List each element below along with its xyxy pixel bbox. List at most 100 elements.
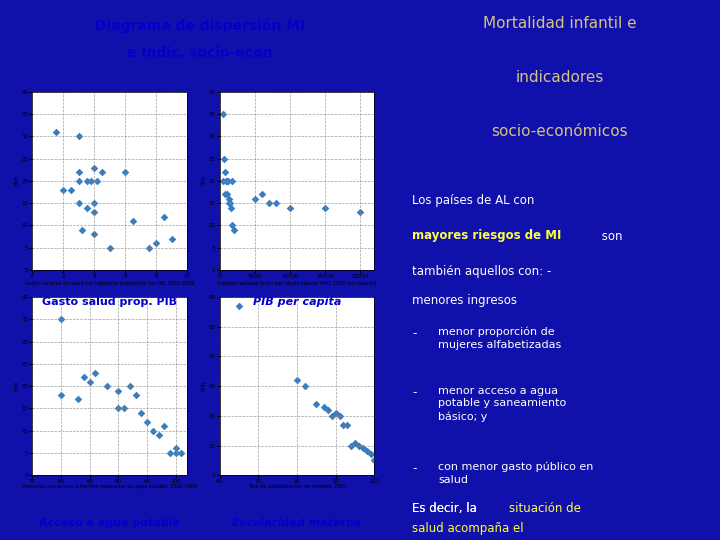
Point bbox=[58, 186, 69, 194]
Point bbox=[104, 244, 116, 252]
Text: Ingreso nacional bruto per cápita (ajuste PPA), 1995 (en dólares): Ingreso nacional bruto per cápita (ajust… bbox=[218, 281, 376, 286]
Point bbox=[249, 194, 261, 203]
Point bbox=[86, 177, 97, 185]
Text: Los países de AL con: Los países de AL con bbox=[413, 194, 535, 207]
Point bbox=[158, 212, 170, 221]
Point bbox=[365, 450, 377, 459]
Point bbox=[90, 368, 102, 377]
Point bbox=[220, 190, 231, 199]
Point bbox=[330, 408, 341, 417]
Text: menor proporción de
mujeres alfabetizadas: menor proporción de mujeres alfabetizada… bbox=[438, 327, 562, 349]
Point bbox=[349, 438, 361, 447]
Text: Diagrama de dispersión MI: Diagrama de dispersión MI bbox=[95, 19, 305, 33]
Text: mayores riesgos de MI: mayores riesgos de MI bbox=[413, 230, 562, 242]
Point bbox=[369, 456, 380, 464]
Text: Mortalidad infantil e: Mortalidad infantil e bbox=[483, 16, 636, 31]
Point bbox=[223, 199, 235, 207]
Point bbox=[224, 194, 235, 203]
Point bbox=[217, 177, 229, 185]
Point bbox=[217, 110, 229, 118]
Text: e Indic. socio-econ: e Indic. socio-econ bbox=[127, 46, 273, 60]
Point bbox=[112, 404, 124, 413]
Point bbox=[158, 422, 170, 430]
Point bbox=[81, 203, 92, 212]
Point bbox=[338, 420, 349, 429]
Point bbox=[50, 127, 61, 136]
Point bbox=[164, 449, 176, 457]
Text: Gasto salud prop. PIB: Gasto salud prop. PIB bbox=[42, 297, 177, 307]
Text: menor acceso a agua
potable y saneamiento
básico; y: menor acceso a agua potable y saneamient… bbox=[438, 386, 567, 422]
Point bbox=[89, 163, 100, 172]
Text: indicadores: indicadores bbox=[516, 70, 604, 85]
Point bbox=[130, 391, 141, 400]
Point bbox=[346, 441, 357, 450]
Point bbox=[73, 395, 84, 404]
Point bbox=[256, 190, 268, 199]
Point bbox=[334, 411, 346, 420]
Point bbox=[55, 315, 67, 323]
Point bbox=[55, 391, 67, 400]
Y-axis label: TMI: TMI bbox=[202, 176, 207, 186]
Text: socio-económicos: socio-económicos bbox=[492, 124, 628, 139]
Point bbox=[76, 226, 88, 234]
Text: situación de: situación de bbox=[508, 502, 580, 515]
Point bbox=[153, 431, 164, 440]
Text: son: son bbox=[598, 230, 623, 242]
Point bbox=[222, 177, 234, 185]
Point bbox=[233, 301, 245, 310]
Point bbox=[73, 167, 85, 176]
Text: Es decir, la: Es decir, la bbox=[413, 502, 481, 515]
Text: Población con acceso a fuentes mejoradas de agua potable, 2002-2006: Población con acceso a fuentes mejoradas… bbox=[22, 483, 197, 489]
Point bbox=[102, 382, 113, 390]
Point bbox=[120, 167, 131, 176]
Point bbox=[291, 376, 303, 384]
Point bbox=[89, 230, 100, 239]
Point bbox=[222, 190, 233, 199]
Point bbox=[78, 373, 90, 381]
Point bbox=[318, 403, 330, 411]
Point bbox=[96, 167, 108, 176]
Point bbox=[89, 208, 100, 217]
Point bbox=[112, 386, 124, 395]
Point bbox=[221, 177, 233, 185]
Point bbox=[141, 417, 153, 426]
Point bbox=[354, 441, 365, 450]
Point bbox=[73, 132, 85, 140]
Text: Acceso a agua potable: Acceso a agua potable bbox=[40, 518, 180, 529]
Point bbox=[91, 177, 103, 185]
Point bbox=[176, 449, 187, 457]
Text: con menor gasto público en
salud: con menor gasto público en salud bbox=[438, 462, 593, 484]
Y-axis label: TMI: TMI bbox=[202, 381, 207, 392]
Point bbox=[341, 420, 353, 429]
Point bbox=[284, 203, 296, 212]
Point bbox=[73, 199, 85, 207]
Point bbox=[166, 234, 178, 243]
Point bbox=[170, 444, 181, 453]
Text: también aquellos con: -: también aquellos con: - bbox=[413, 265, 552, 278]
Point bbox=[89, 199, 100, 207]
Point bbox=[170, 449, 181, 457]
Point bbox=[361, 447, 372, 456]
Point bbox=[127, 217, 139, 225]
Point bbox=[320, 203, 331, 212]
Point bbox=[73, 177, 85, 185]
Point bbox=[81, 177, 92, 185]
Text: salud acompaña el: salud acompaña el bbox=[413, 522, 524, 535]
Text: Gasto nacional en salud por habitante proporción del PIB, 2002-2006: Gasto nacional en salud por habitante pr… bbox=[25, 281, 194, 286]
Text: -: - bbox=[413, 327, 417, 340]
Point bbox=[263, 199, 274, 207]
Point bbox=[270, 199, 282, 207]
Text: Tasa de alfabetización de mujeres, 2007: Tasa de alfabetización de mujeres, 2007 bbox=[248, 483, 346, 489]
Text: Es decir, la: Es decir, la bbox=[413, 502, 481, 515]
Point bbox=[326, 411, 338, 420]
Text: menores ingresos: menores ingresos bbox=[413, 294, 518, 307]
Point bbox=[147, 427, 158, 435]
Point bbox=[226, 177, 238, 185]
Point bbox=[220, 177, 232, 185]
Point bbox=[150, 239, 162, 247]
Point bbox=[310, 400, 322, 408]
Point bbox=[225, 203, 237, 212]
Y-axis label: TMI: TMI bbox=[15, 381, 20, 392]
Point bbox=[323, 406, 334, 414]
Point bbox=[299, 382, 310, 390]
